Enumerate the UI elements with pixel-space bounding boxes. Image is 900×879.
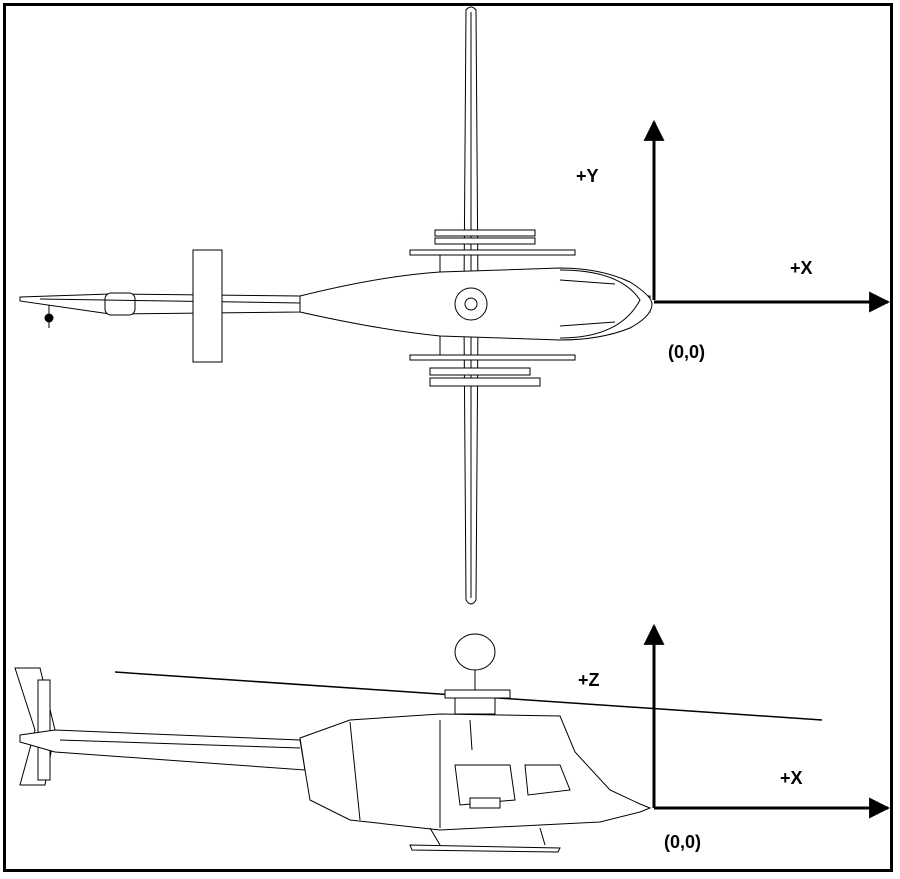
top-view-axes [643,119,891,313]
top-horizontal-stabilizer [192,249,223,363]
top-origin-label: (0,0) [668,342,706,362]
side-tail [14,667,56,786]
side-origin-label: (0,0) [664,832,702,852]
side-x-axis-label: +X [780,768,803,788]
side-tail-boom [19,729,306,771]
top-weapon-pods [409,229,576,387]
side-z-axis-label: +Z [578,670,600,690]
top-view-helicopter [19,6,653,605]
side-mast-sight [444,633,511,715]
top-main-rotor-blade-vertical [463,6,479,605]
top-tail-boom [19,292,301,328]
side-landing-skids [409,827,561,853]
side-view-helicopter [14,633,823,853]
side-cockpit-window [454,764,516,806]
top-rotor-hub [454,287,488,321]
top-x-axis-label: +X [790,258,813,278]
top-y-axis-label: +Y [576,166,599,186]
side-view-axes [643,623,891,819]
